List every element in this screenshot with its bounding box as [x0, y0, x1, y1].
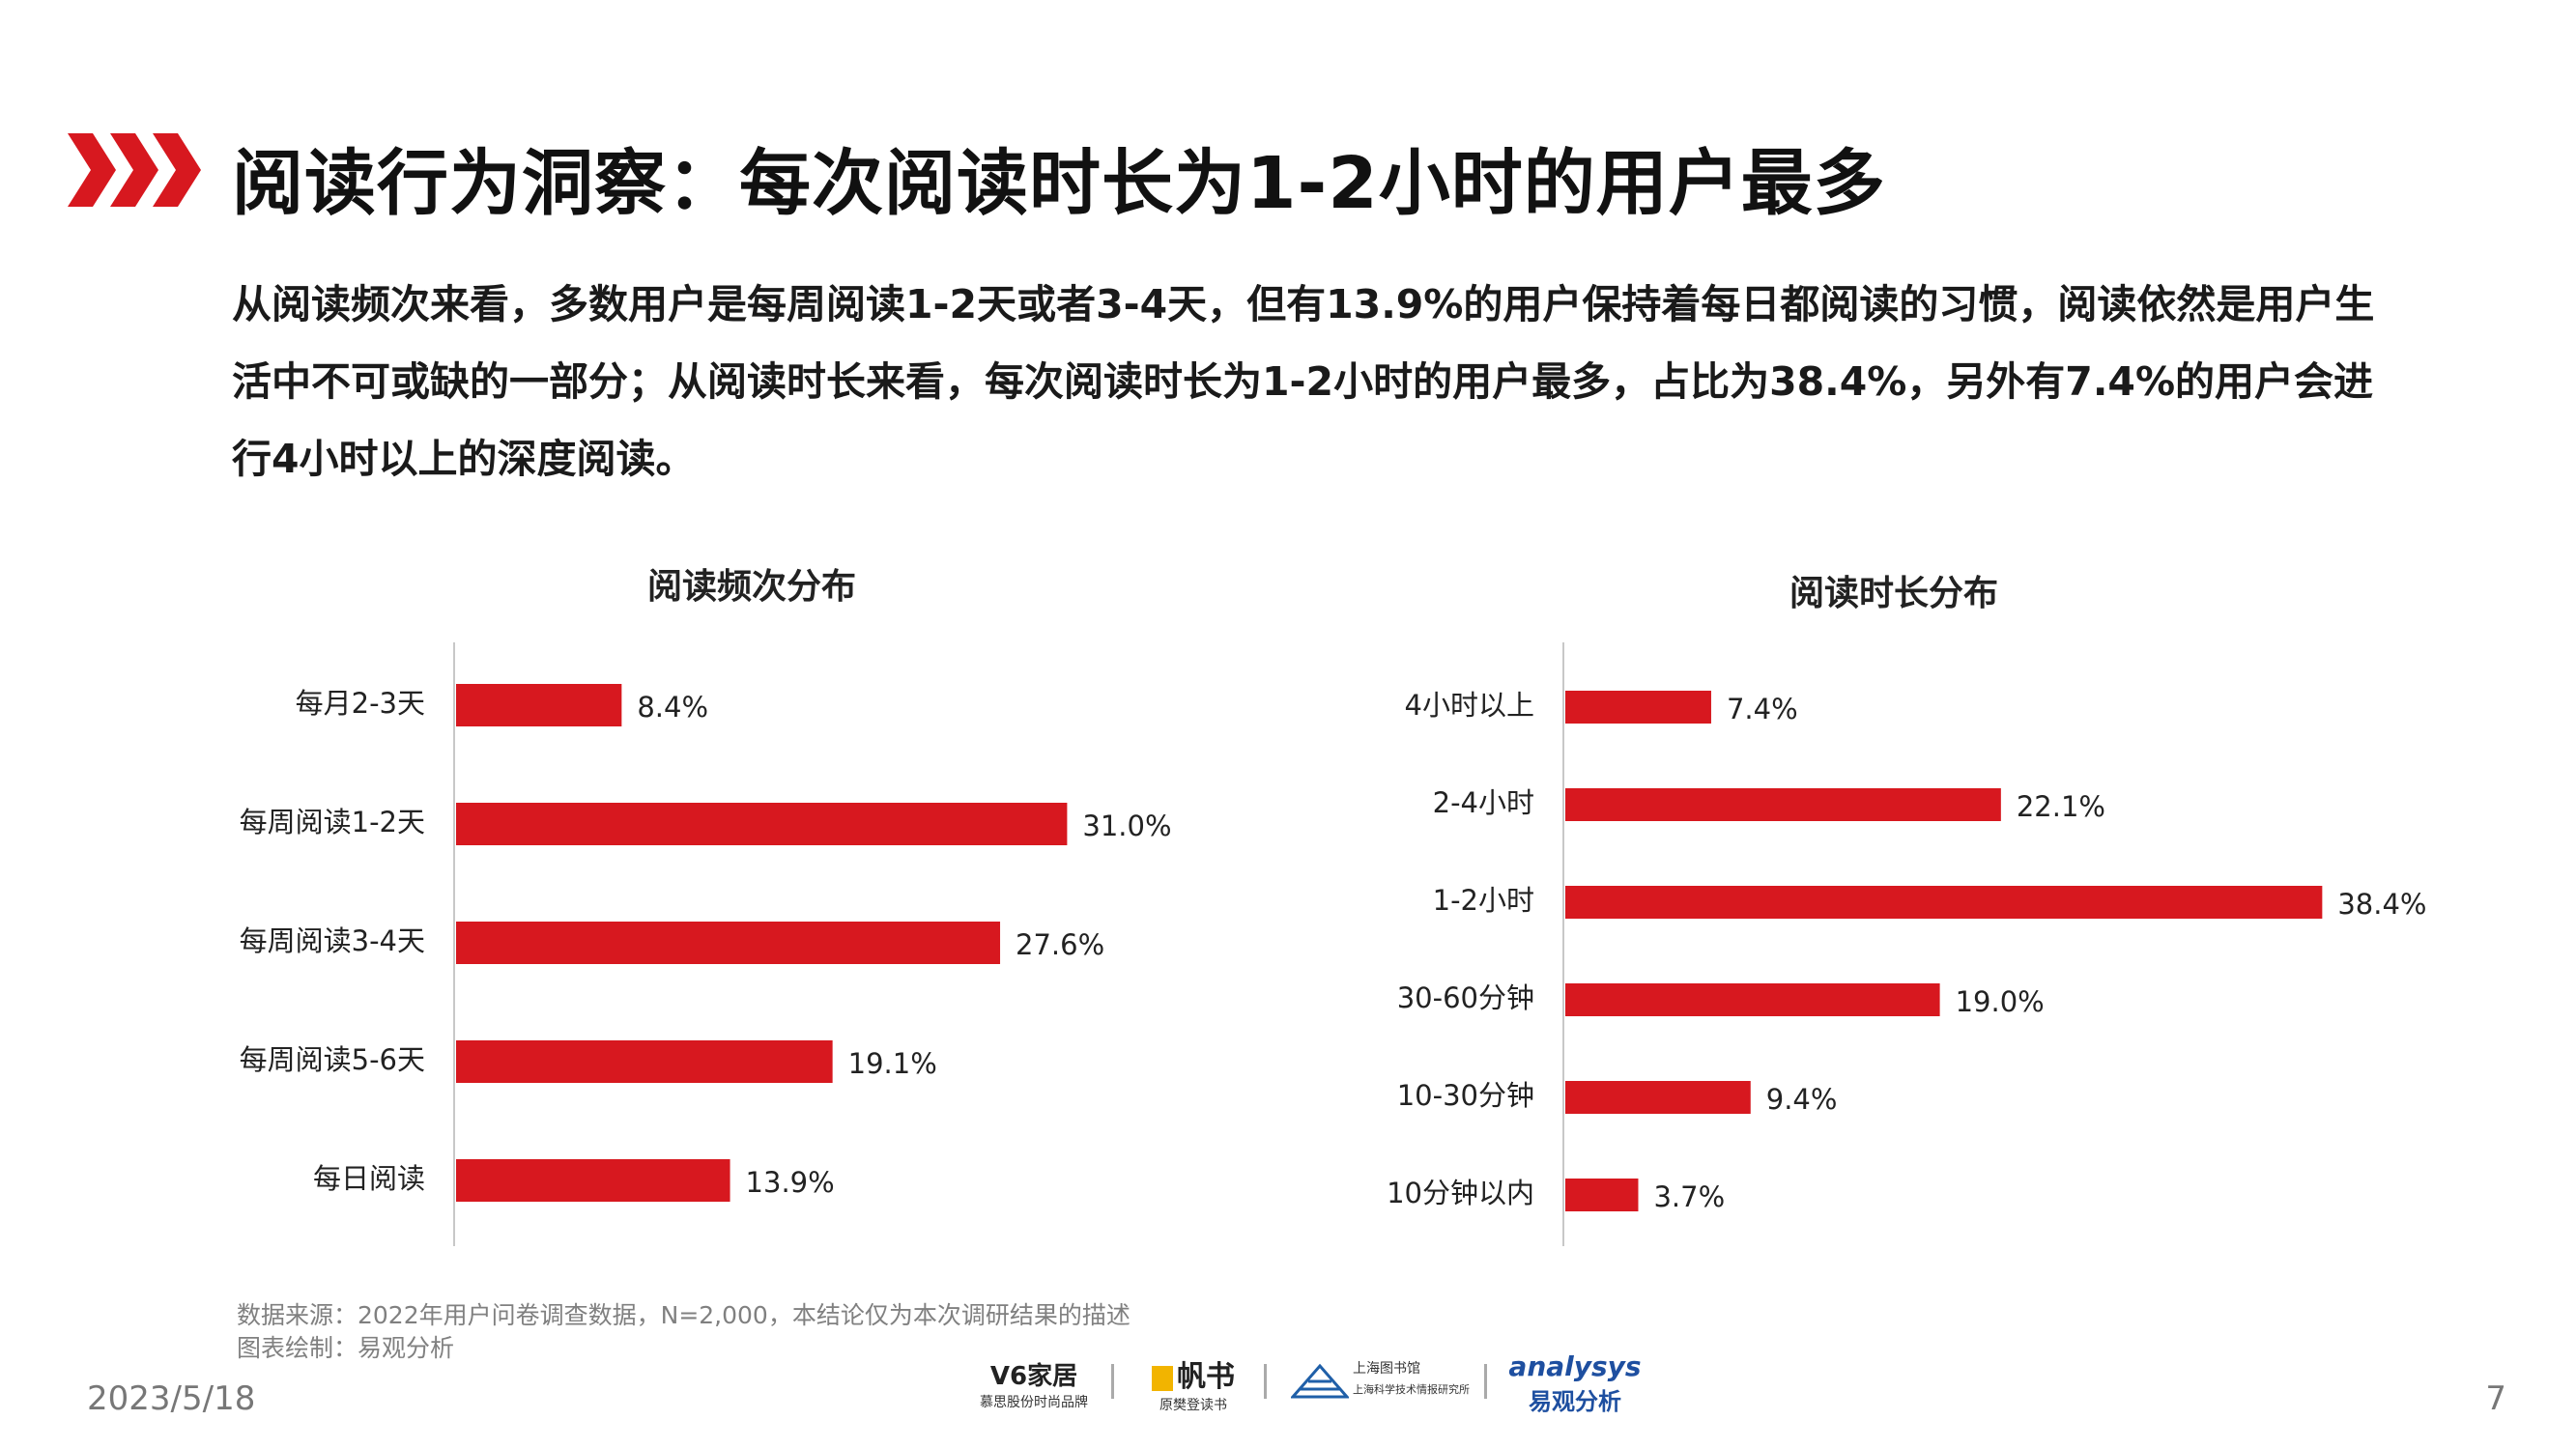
bar — [456, 684, 622, 726]
value-label: 27.6% — [1016, 928, 1104, 961]
fanshu-logo: 帆书 原樊登读书 — [1140, 1352, 1246, 1414]
page-number: 7 — [2485, 1379, 2506, 1418]
value-label: 13.9% — [746, 1166, 835, 1199]
report-date: 2023/5/18 — [87, 1379, 256, 1418]
category-label: 30-60分钟 — [1397, 981, 1534, 1014]
category-label: 10-30分钟 — [1397, 1079, 1534, 1112]
library-logo-name: 上海图书馆 — [1353, 1361, 1420, 1377]
value-label: 31.0% — [1082, 810, 1171, 842]
chart-0: 每月2-3天 8.4% 每周阅读1-2天 31.0% 每周阅读3-4天 27.6% 每周阅读… — [240, 642, 1172, 1246]
bar — [456, 1040, 833, 1083]
v6-logo-sub: 慕思股份时尚品牌 — [980, 1395, 1088, 1410]
category-label: 每周阅读1-2天 — [240, 806, 425, 838]
fanshu-logo-mark-icon — [1152, 1365, 1173, 1391]
category-label: 4小时以上 — [1405, 689, 1534, 722]
category-label: 每月2-3天 — [296, 687, 425, 720]
value-label: 7.4% — [1727, 693, 1798, 725]
bar — [1565, 1081, 1751, 1114]
category-label: 1-2小时 — [1433, 884, 1534, 917]
analysys-logo-name: analysys — [1508, 1350, 1642, 1382]
chart-credit-note: 图表绘制：易观分析 — [237, 1334, 455, 1362]
bar — [456, 1159, 730, 1202]
value-label: 8.4% — [637, 691, 708, 724]
category-label: 每日阅读 — [313, 1162, 425, 1195]
bar — [456, 803, 1068, 845]
intro-paragraph: 从阅读频次来看，多数用户是每周阅读1-2天或者3-4天，但有13.9%的用户保持… — [232, 281, 2375, 482]
chart-title-frequency: 阅读频次分布 — [646, 567, 857, 607]
logo-separator — [1264, 1364, 1267, 1399]
v6-logo-name: V6家居 — [989, 1362, 1078, 1391]
bar — [1565, 983, 1940, 1016]
bar — [1565, 691, 1711, 724]
value-label: 9.4% — [1766, 1083, 1838, 1116]
logo-separator — [1484, 1364, 1487, 1399]
value-label: 22.1% — [2017, 790, 2105, 823]
category-label: 10分钟以内 — [1387, 1177, 1534, 1209]
analysys-logo-sub: 易观分析 — [1529, 1388, 1621, 1415]
data-source-note: 数据来源：2022年用户问卷调查数据，N=2,000，本结论仅为本次调研结果的描… — [237, 1301, 1131, 1329]
bar — [1565, 1179, 1639, 1211]
bar — [1565, 788, 2001, 821]
category-label: 2-4小时 — [1433, 786, 1534, 819]
page-title: 阅读行为洞察：每次阅读时长为1-2小时的用户最多 — [232, 142, 1886, 225]
library-logo-mark-icon — [1291, 1363, 1349, 1399]
analysys-logo: analysys 易观分析 — [1507, 1350, 1643, 1416]
chart-1: 4小时以上 7.4% 2-4小时 22.1% 1-2小时 38.4% 30-60分钟 19.0… — [1387, 642, 2427, 1246]
value-label: 38.4% — [2337, 888, 2426, 921]
bar — [456, 922, 1001, 964]
library-logo-sub: 上海科学技术情报研究所 — [1353, 1383, 1470, 1396]
fanshu-logo-name: 帆书 — [1177, 1360, 1235, 1394]
category-label: 每周阅读5-6天 — [240, 1043, 425, 1076]
logo-separator — [1111, 1364, 1114, 1399]
bar — [1565, 886, 2323, 919]
title-chevron-icon — [68, 133, 201, 207]
category-label: 每周阅读3-4天 — [240, 924, 425, 957]
value-label: 19.1% — [848, 1047, 937, 1080]
value-label: 19.0% — [1956, 985, 2045, 1018]
chart-title-duration: 阅读时长分布 — [1789, 574, 1999, 613]
fanshu-logo-sub: 原樊登读书 — [1159, 1398, 1227, 1413]
v6-logo: V6家居 慕思股份时尚品牌 — [966, 1356, 1102, 1411]
value-label: 3.7% — [1653, 1180, 1725, 1213]
